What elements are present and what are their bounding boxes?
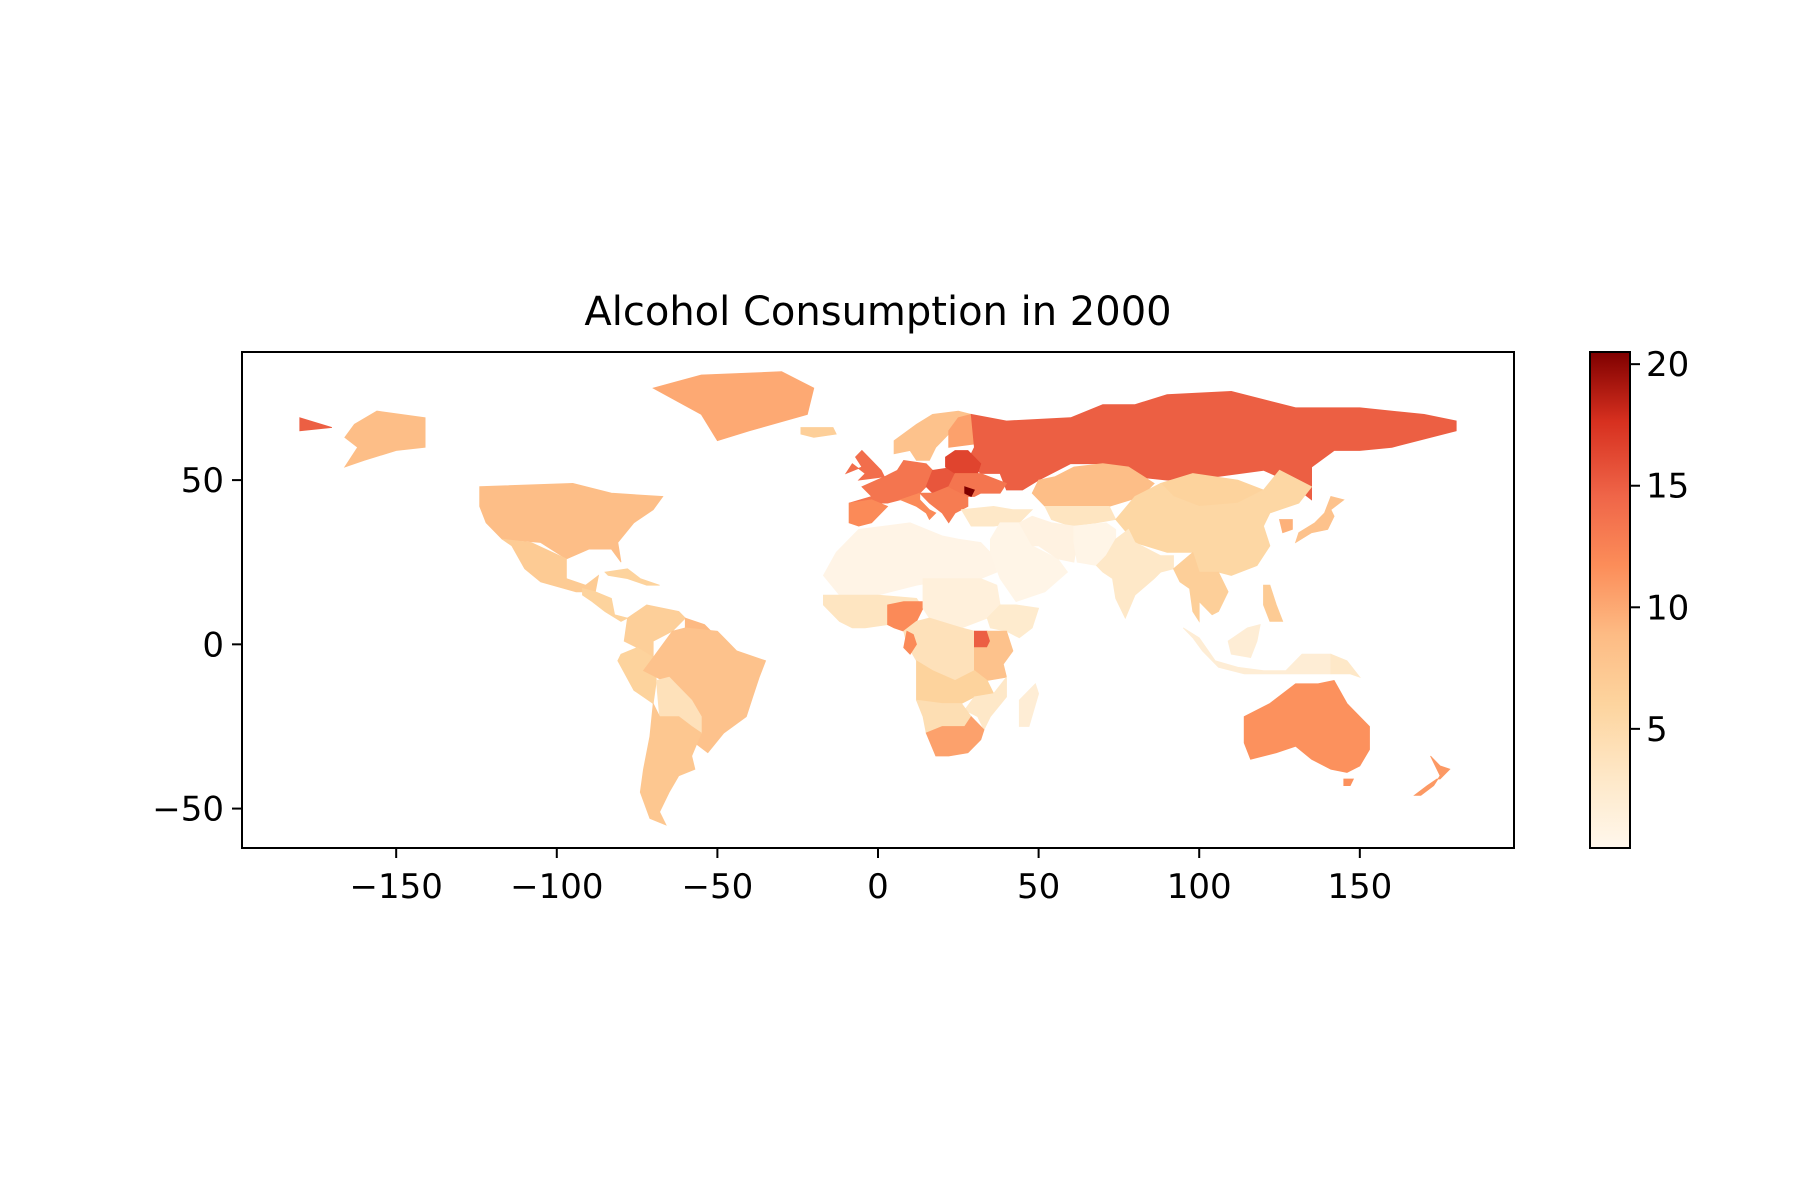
region-madagascar bbox=[1018, 683, 1040, 727]
region-japan bbox=[1294, 496, 1345, 544]
y-tick-label: 50 bbox=[181, 461, 224, 501]
y-axis: 50 0 −50 bbox=[152, 461, 242, 830]
region-philippines bbox=[1263, 584, 1284, 622]
region-greenland bbox=[652, 371, 815, 442]
region-turkey-caucasus bbox=[960, 505, 1034, 527]
region-iceland bbox=[800, 427, 837, 438]
colorbar-gradient bbox=[1589, 351, 1631, 849]
region-new-zealand bbox=[1413, 755, 1451, 796]
region-south-africa bbox=[925, 715, 985, 757]
colorbar-axis: 5 10 15 20 bbox=[1630, 345, 1689, 750]
region-colombia-venezuela bbox=[623, 604, 686, 659]
region-ethiopia-horn bbox=[986, 604, 1040, 639]
x-axis: −150 −100 −50 0 50 100 150 bbox=[349, 848, 1392, 907]
x-tick-label: 150 bbox=[1327, 867, 1392, 907]
region-ecuador-peru bbox=[617, 647, 657, 705]
region-mozambique-zimbabwe bbox=[964, 676, 1007, 731]
x-tick-label: 0 bbox=[867, 867, 889, 907]
region-mexico bbox=[501, 538, 600, 593]
region-gabon-cameroon-west bbox=[903, 630, 917, 655]
region-papua-new-guinea bbox=[1330, 653, 1361, 679]
region-iberia bbox=[848, 499, 889, 527]
region-middle-east bbox=[990, 522, 1069, 603]
y-tick-label: 0 bbox=[202, 625, 224, 665]
country-regions bbox=[299, 371, 1457, 826]
chart-title: Alcohol Consumption in 2000 bbox=[584, 289, 1171, 335]
region-united-states bbox=[479, 482, 664, 563]
region-india bbox=[1095, 528, 1174, 620]
region-chukotka-east bbox=[299, 417, 333, 432]
region-borneo bbox=[1227, 624, 1261, 658]
region-central-africa bbox=[903, 617, 975, 681]
region-italy bbox=[899, 492, 937, 521]
region-korea bbox=[1278, 519, 1293, 534]
region-united-kingdom-ireland bbox=[844, 449, 886, 481]
region-argentina-chile bbox=[639, 702, 702, 826]
x-tick-label: −150 bbox=[349, 867, 442, 907]
region-australia bbox=[1243, 680, 1370, 773]
colorbar-tick-label: 10 bbox=[1646, 588, 1689, 628]
colorbar-tick-label: 5 bbox=[1646, 710, 1668, 750]
x-tick-label: −50 bbox=[682, 867, 754, 907]
region-alaska bbox=[343, 410, 426, 468]
x-tick-label: 100 bbox=[1167, 867, 1232, 907]
region-caribbean bbox=[604, 568, 660, 586]
x-tick-label: −100 bbox=[510, 867, 603, 907]
region-central-america bbox=[582, 587, 629, 622]
region-ukraine bbox=[948, 473, 1008, 497]
region-moldova bbox=[964, 486, 975, 498]
region-russia bbox=[967, 390, 1457, 501]
region-tasmania bbox=[1343, 778, 1355, 786]
x-tick-label: 50 bbox=[1017, 867, 1060, 907]
colorbar-tick-label: 20 bbox=[1646, 345, 1689, 385]
region-central-asia bbox=[1044, 505, 1117, 527]
colorbar-tick-label: 15 bbox=[1646, 467, 1689, 507]
y-tick-label: −50 bbox=[152, 790, 224, 830]
region-southeast-asia bbox=[1173, 551, 1229, 623]
region-finland bbox=[948, 413, 975, 448]
